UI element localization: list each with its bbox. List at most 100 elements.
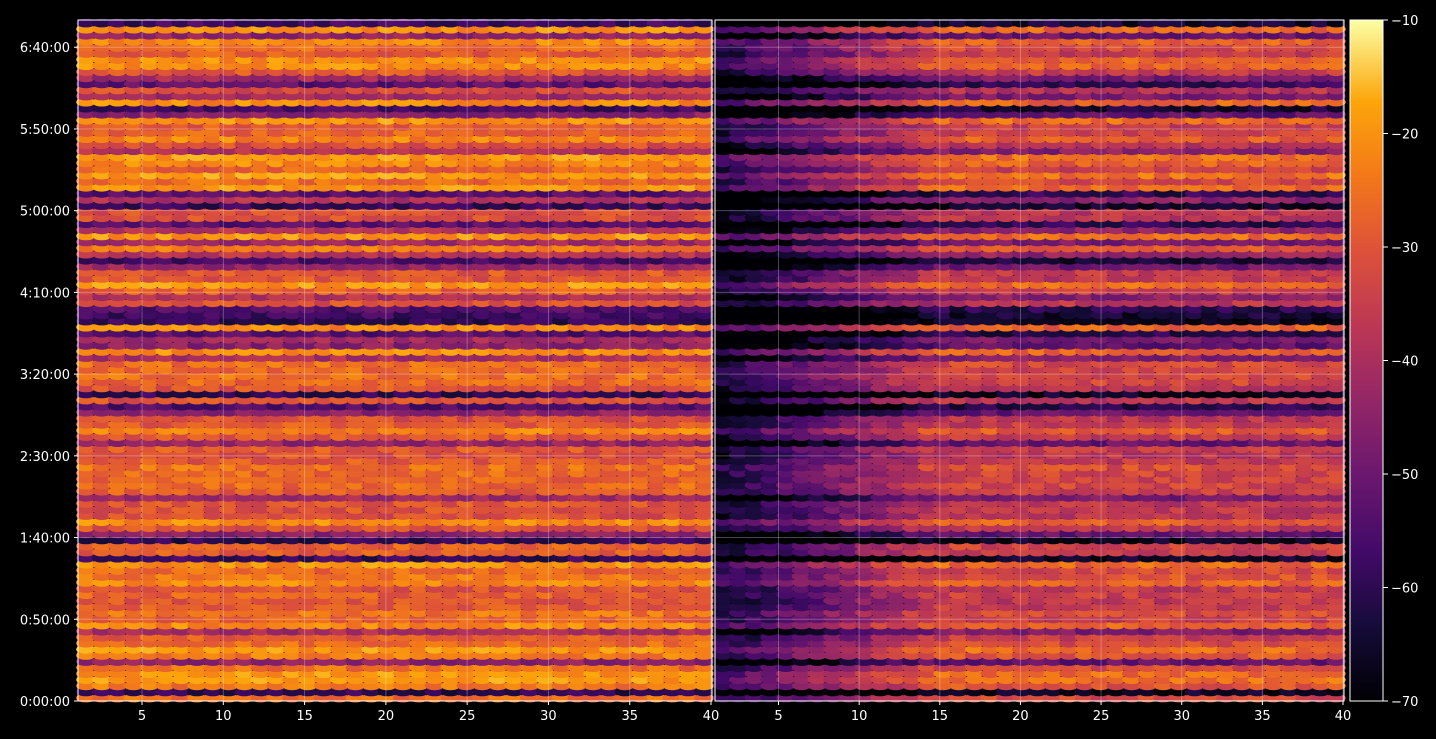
heatmap-cell (583, 572, 603, 581)
heatmap-cell (472, 614, 493, 624)
heatmap-cell (678, 596, 698, 606)
heatmap-cell (393, 559, 413, 569)
heatmap-cell (615, 620, 635, 630)
heatmap-cell (377, 590, 397, 599)
heatmap-cell (694, 602, 714, 612)
heatmap-cell (234, 596, 255, 606)
heatmap-cell (662, 541, 683, 551)
heatmap-cell (329, 675, 350, 685)
heatmap-cell (313, 559, 334, 569)
heatmap-cell (535, 663, 556, 672)
heatmap-cell (155, 553, 175, 563)
heatmap-cell (266, 602, 286, 612)
heatmap-cell (345, 590, 366, 599)
heatmap-cell (139, 590, 160, 599)
heatmap-cell (171, 632, 191, 642)
heatmap-cell (488, 626, 508, 636)
heatmap-cell (361, 626, 382, 636)
heatmap-cell (250, 657, 271, 666)
heatmap-cell (424, 693, 445, 703)
heatmap-cell (551, 687, 572, 697)
heatmap-cell (234, 632, 255, 642)
heatmap-cell (250, 559, 271, 569)
heatmap-cell (519, 565, 540, 575)
heatmap-cell (440, 644, 461, 654)
heatmap-cell (599, 590, 619, 599)
heatmap-cell (504, 626, 524, 636)
heatmap-cell (694, 584, 714, 593)
heatmap-cell (218, 541, 239, 551)
heatmap-cell (440, 632, 461, 642)
heatmap-cell (187, 675, 207, 685)
heatmap-cell (171, 602, 191, 612)
heatmap-cell (615, 644, 635, 654)
heatmap-cell (694, 559, 714, 569)
heatmap-cell (298, 602, 318, 612)
heatmap-cell (409, 535, 429, 545)
heatmap-cell (329, 553, 350, 563)
heatmap-cell (139, 620, 160, 630)
heatmap-cell (504, 541, 524, 551)
heatmap-cell (298, 596, 318, 606)
heatmap-cell (155, 535, 175, 545)
heatmap-cell (424, 687, 445, 697)
heatmap-cell (234, 675, 255, 685)
heatmap-cell (266, 535, 286, 545)
heatmap-cell (202, 602, 223, 612)
heatmap-cell (298, 584, 318, 593)
heatmap-cell (155, 602, 175, 612)
heatmap-cell (329, 572, 350, 581)
heatmap-cell (107, 620, 128, 630)
heatmap-cell (218, 687, 239, 697)
heatmap-cell (409, 602, 429, 612)
heatmap-cell (424, 620, 445, 630)
heatmap-cell (615, 596, 635, 606)
heatmap-cell (76, 626, 96, 636)
heatmap-cell (76, 584, 96, 593)
heatmap-cell (155, 663, 175, 672)
heatmap-cell (551, 535, 572, 545)
heatmap-cell (218, 657, 239, 666)
heatmap-cell (92, 565, 112, 575)
heatmap-cell (504, 559, 524, 569)
heatmap-cell (92, 596, 112, 606)
heatmap-cell (440, 620, 461, 630)
heatmap-cell (377, 651, 397, 660)
heatmap-cell (76, 651, 96, 660)
heatmap-cell (488, 596, 508, 606)
heatmap-cell (187, 626, 207, 636)
heatmap-cell (599, 596, 619, 606)
heatmap-cell (456, 565, 477, 575)
heatmap-cell (155, 632, 175, 642)
heatmap-cell (440, 584, 461, 593)
heatmap-cell (298, 644, 318, 654)
heatmap-cell (345, 584, 366, 593)
heatmap-cell (329, 693, 350, 703)
heatmap-cell (630, 657, 651, 666)
heatmap-cell (313, 651, 334, 660)
heatmap-cell (187, 644, 207, 654)
heatmap-cell (615, 675, 635, 685)
heatmap-cell (76, 541, 96, 551)
heatmap-cell (646, 644, 667, 654)
heatmap-cell (218, 675, 239, 685)
heatmap-cell (139, 565, 160, 575)
heatmap-cell (139, 651, 160, 660)
heatmap-cell (662, 559, 683, 569)
heatmap-cell (551, 553, 572, 563)
heatmap-cell (377, 675, 397, 685)
heatmap-cell (298, 675, 318, 685)
heatmap-cell (266, 651, 286, 660)
heatmap-cell (551, 584, 572, 593)
heatmap-cell (393, 535, 413, 545)
heatmap-cell (139, 602, 160, 612)
heatmap-cell (282, 675, 302, 685)
heatmap-cell (187, 687, 207, 697)
heatmap-cell (171, 663, 191, 672)
heatmap-cell (456, 559, 477, 569)
heatmap-cell (92, 681, 112, 691)
heatmap-cell (218, 632, 239, 642)
heatmap-cell (107, 535, 128, 545)
heatmap-cell (155, 644, 175, 654)
heatmap-cell (615, 559, 635, 569)
